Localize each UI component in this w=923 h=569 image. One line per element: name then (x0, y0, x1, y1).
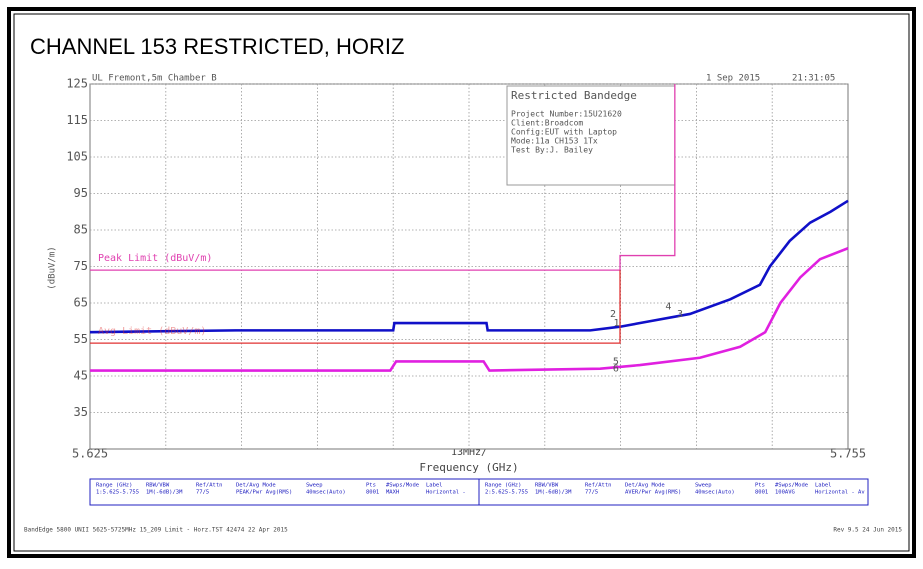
y-tick-label: 95 (74, 186, 88, 200)
table-cell: 40msec(Auto) (695, 490, 735, 496)
limit-label: Peak Limit (dBuV/m) (98, 253, 212, 264)
table-cell: 2:5.625-5.755 (485, 490, 528, 496)
table-header: Range (GHz) (485, 483, 521, 489)
series-line (90, 270, 621, 344)
y-axis-label: (dBuV/m) (48, 246, 58, 289)
table-cell: 1:5.625-5.755 (96, 490, 139, 496)
table-header: Label (426, 483, 443, 489)
y-tick-label: 35 (74, 405, 88, 419)
table-cell: 8001 (366, 490, 379, 496)
marker: 5 (613, 356, 619, 367)
table-header: RBW/VBW (535, 483, 559, 489)
info-box-title: Restricted Bandedge (511, 89, 637, 102)
marker: 3 (677, 309, 683, 320)
table-header: Pts (366, 483, 376, 489)
y-tick-label: 55 (74, 332, 88, 346)
inner-frame (13, 13, 910, 552)
table-cell: Horizontal - Av (815, 490, 865, 496)
table-header: #Swps/Mode (775, 483, 808, 489)
table-header: Range (GHz) (96, 483, 132, 489)
table-cell: MAXH (386, 490, 399, 496)
series-line (89, 199, 849, 334)
y-tick-label: 105 (66, 150, 88, 164)
footer-left: BandEdge 5800 UNII 5625-5725MHz 15_209 L… (24, 527, 288, 534)
info-box-line: Project Number:15U21620 (511, 110, 622, 119)
series-line (90, 247, 849, 372)
table-header: Ref/Attn (585, 483, 612, 489)
table-header: Sweep (695, 483, 712, 489)
info-box-line: Test By:J. Bailey (511, 146, 593, 155)
outer-frame (7, 7, 916, 558)
x-tick-label: 5.755 (830, 447, 866, 461)
table-cell: 8001 (755, 490, 768, 496)
marker: 6 (613, 364, 619, 375)
y-tick-label: 85 (74, 223, 88, 237)
table-cell: 100AVG (775, 490, 795, 496)
footer-right: Rev 9.5 24 Jun 2015 (833, 527, 902, 534)
table-cell: PEAK/Pwr Avg(RMS) (236, 490, 292, 496)
x-division-label: 13MHz/ (451, 447, 487, 458)
info-box-line: Mode:11a CH153 1Tx (511, 137, 598, 146)
table-cell: 77/5 (585, 490, 598, 496)
table-cell: 77/5 (196, 490, 209, 496)
y-tick-label: 45 (74, 369, 88, 383)
table-header: Sweep (306, 483, 323, 489)
table-cell: 1M(-6dB)/3M (535, 490, 572, 496)
table-cell: AVER/Pwr Avg(RMS) (625, 490, 681, 496)
table-header: RBW/VBW (146, 483, 170, 489)
info-box-line: Client:Broadcom (511, 119, 583, 128)
y-tick-label: 115 (66, 113, 88, 127)
x-axis-label: Frequency (GHz) (419, 461, 518, 474)
table-header: Det/Avg Mode (625, 483, 665, 489)
marker: 1 (614, 318, 620, 329)
series-line (90, 84, 676, 271)
marker: 2 (610, 309, 616, 320)
y-tick-label: 125 (66, 77, 88, 91)
limit-label: Avg Limit (dBuV/m) (98, 326, 206, 337)
table-header: Pts (755, 483, 765, 489)
table-cell: 40msec(Auto) (306, 490, 346, 496)
site: UL Fremont,5m Chamber B (92, 74, 217, 84)
chart-title: CHANNEL 153 RESTRICTED, HORIZ (30, 34, 404, 59)
table-header: Ref/Attn (196, 483, 223, 489)
table-header: Det/Avg Mode (236, 483, 276, 489)
table-cell: 1M(-6dB)/3M (146, 490, 183, 496)
info-box-line: Config:EUT with Laptop (511, 128, 617, 137)
time: 21:31:05 (792, 74, 835, 84)
date: 1 Sep 2015 (706, 74, 760, 84)
table-cell: Horizontal - (426, 490, 466, 496)
y-tick-label: 75 (74, 259, 88, 273)
table-header: Label (815, 483, 832, 489)
x-tick-label: 5.625 (72, 447, 108, 461)
table-header: #Swps/Mode (386, 483, 419, 489)
marker: 4 (665, 302, 671, 313)
y-tick-label: 65 (74, 296, 88, 310)
